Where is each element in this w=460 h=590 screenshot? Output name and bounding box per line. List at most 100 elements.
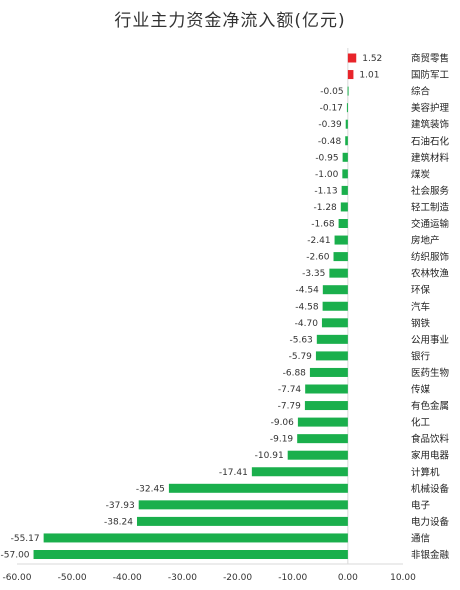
bar: [341, 185, 348, 195]
category-label: 煤炭: [411, 168, 431, 180]
data-label: -1.28: [314, 203, 338, 213]
bar: [315, 351, 348, 361]
bar: [305, 384, 348, 394]
data-label: -7.74: [278, 385, 302, 395]
data-label: -6.88: [283, 368, 307, 378]
data-label: -57.00: [1, 551, 30, 561]
data-label: -1.68: [311, 220, 335, 230]
bar: [345, 136, 348, 146]
x-tick-label: -60.00: [2, 573, 31, 583]
bar: [347, 53, 357, 63]
category-label: 农林牧渔: [411, 268, 450, 280]
bar: [138, 500, 348, 510]
bar: [304, 401, 348, 411]
data-label: -32.45: [136, 484, 165, 494]
bar: [309, 367, 348, 377]
data-label: 1.52: [362, 54, 382, 64]
x-tick-label: -50.00: [58, 573, 87, 583]
category-label: 医药生物: [411, 367, 450, 379]
x-tick-label: -30.00: [168, 573, 197, 583]
bar: [43, 533, 348, 543]
bar: [346, 103, 348, 113]
category-label: 房地产: [411, 235, 440, 247]
category-label: 家用电器: [411, 450, 450, 462]
data-label: -1.00: [315, 170, 339, 180]
category-label: 综合: [411, 86, 431, 98]
bar: [322, 285, 348, 295]
category-label: 通信: [411, 532, 430, 544]
category-label: 国防军工: [411, 69, 450, 81]
category-label: 石油石化: [411, 135, 450, 147]
data-label: -0.17: [320, 104, 343, 114]
data-label: -9.19: [270, 435, 294, 445]
bar: [342, 152, 348, 162]
data-label: -5.79: [289, 352, 313, 362]
category-label: 有色金属: [411, 400, 449, 412]
category-label: 社会服务: [411, 185, 450, 197]
category-label: 化工: [411, 417, 431, 429]
x-tick-label: -20.00: [223, 573, 252, 583]
chart-title: 行业主力资金净流入额(亿元): [114, 11, 346, 31]
bar: [322, 301, 348, 311]
bar: [33, 550, 348, 559]
bar: [340, 202, 348, 212]
data-label: -1.13: [314, 186, 337, 196]
data-label: -55.17: [11, 534, 40, 544]
data-label: -10.91: [255, 451, 284, 461]
category-label: 食品饮料: [411, 433, 450, 445]
category-label: 公用事业: [411, 334, 449, 346]
data-label: -0.39: [318, 120, 342, 130]
bar: [251, 467, 348, 477]
category-label: 银行: [411, 350, 431, 362]
category-label: 商贸零售: [411, 53, 449, 65]
data-label: -0.05: [320, 87, 343, 97]
bar: [297, 417, 348, 427]
category-label: 传媒: [411, 384, 431, 396]
data-label: -9.06: [271, 418, 295, 428]
data-label: -2.60: [306, 253, 330, 263]
category-label: 电子: [411, 499, 431, 511]
category-label: 纺织服饰: [411, 251, 449, 263]
bar: [333, 252, 348, 262]
category-label: 电力设备: [411, 516, 450, 528]
x-tick-label: -10.00: [278, 573, 307, 583]
data-label: -4.54: [296, 286, 320, 296]
bar: [329, 268, 348, 278]
x-tick-label: 0.00: [338, 573, 358, 583]
bar: [321, 318, 348, 328]
category-label: 环保: [411, 284, 431, 296]
category-label: 轻工制造: [411, 201, 450, 213]
bar: [342, 169, 348, 179]
bar: [168, 483, 348, 493]
data-label: -17.41: [219, 468, 248, 478]
data-label: -7.79: [278, 402, 302, 412]
bar: [136, 516, 348, 526]
data-label: -0.48: [318, 137, 342, 147]
bar: [345, 119, 348, 129]
bar: [316, 334, 348, 344]
data-label: -3.35: [302, 269, 325, 279]
category-label: 建筑材料: [411, 152, 450, 164]
data-label: -38.24: [104, 517, 133, 527]
data-label: -37.93: [106, 501, 135, 511]
x-tick-label: 10.00: [390, 573, 416, 583]
bar: [287, 450, 348, 460]
data-label: -2.41: [307, 236, 330, 246]
x-tick-label: -40.00: [113, 573, 142, 583]
category-label: 交通运输: [411, 218, 450, 230]
bar: [347, 70, 354, 80]
category-label: 美容护理: [411, 102, 450, 114]
category-label: 钢铁: [411, 317, 431, 329]
category-label: 机械设备: [411, 483, 450, 495]
data-label: -0.95: [315, 153, 338, 163]
bar: [334, 235, 348, 245]
bar: [338, 219, 348, 228]
bar: [347, 86, 349, 96]
data-label: -4.70: [295, 319, 319, 329]
bar: [297, 434, 348, 444]
data-label: -5.63: [290, 335, 313, 345]
data-label: 1.01: [359, 71, 379, 81]
category-label: 非银金融: [411, 549, 450, 561]
category-label: 汽车: [411, 301, 430, 313]
